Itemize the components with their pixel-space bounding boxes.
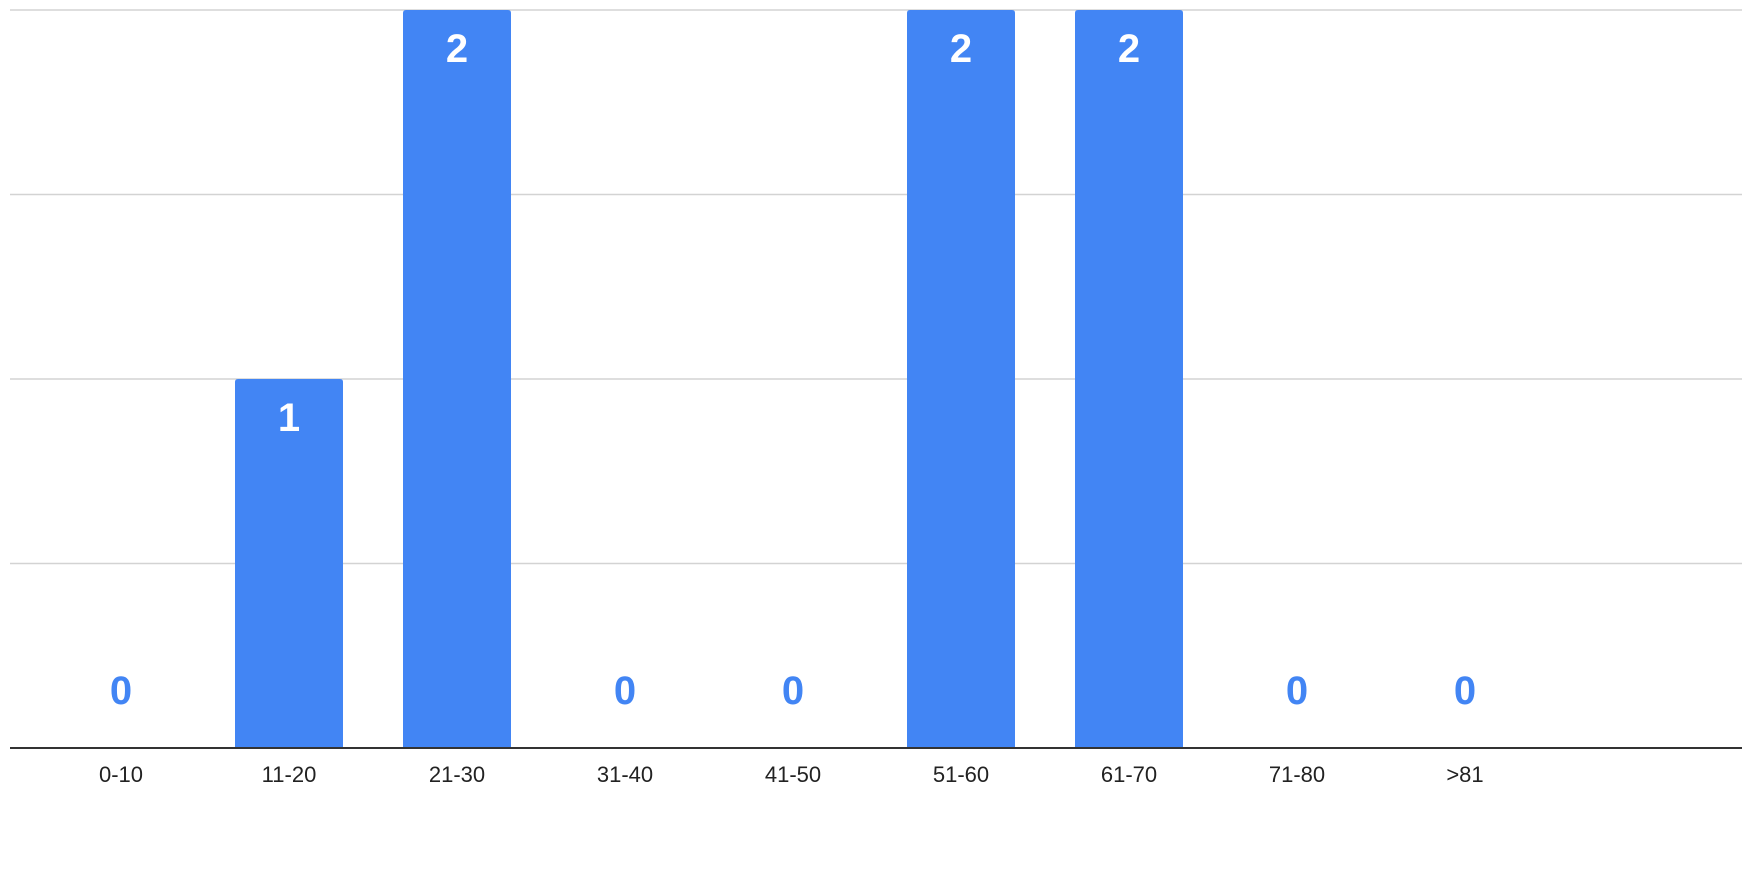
data-label-0-10: 0 [110, 669, 132, 713]
data-label-41-50: 0 [782, 669, 804, 713]
x-axis-tick-labels: 0-10 11-20 21-30 31-40 41-50 51-60 61-70 71-80 >… [99, 762, 1484, 787]
x-tick-label-0-10: 0-10 [99, 762, 143, 787]
data-label-61-70: 2 [1118, 27, 1140, 71]
bar-51-60 [907, 10, 1015, 748]
x-tick-label-11-20: 11-20 [262, 762, 317, 787]
bar-11-20 [235, 379, 343, 748]
data-label-51-60: 2 [950, 27, 972, 71]
x-tick-label-61-70: 61-70 [1101, 762, 1157, 787]
x-tick-label-21-30: 21-30 [429, 762, 485, 787]
x-tick-label-51-60: 51-60 [933, 762, 989, 787]
data-label-31-40: 0 [614, 669, 636, 713]
data-labels: 0 1 2 0 0 2 2 0 0 [110, 27, 1476, 713]
bar-21-30 [403, 10, 511, 748]
data-label-21-30: 2 [446, 27, 468, 71]
bar-61-70 [1075, 10, 1183, 748]
bars [235, 10, 1183, 748]
x-tick-label-31-40: 31-40 [597, 762, 653, 787]
x-tick-label-71-80: 71-80 [1269, 762, 1325, 787]
x-tick-label-41-50: 41-50 [765, 762, 821, 787]
data-label-11-20: 1 [278, 396, 300, 440]
x-tick-label->81: >81 [1446, 762, 1483, 787]
data-label->81: 0 [1454, 669, 1476, 713]
data-label-71-80: 0 [1286, 669, 1308, 713]
